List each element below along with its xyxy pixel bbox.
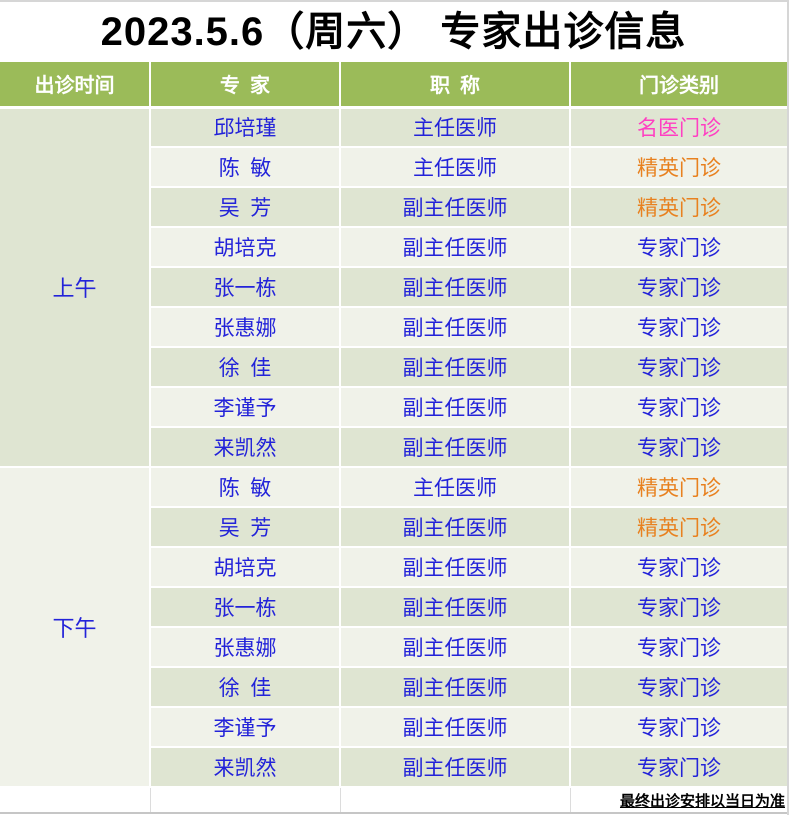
schedule-row: 上午 邱培瑾 主任医师 名医门诊: [0, 107, 787, 468]
doctor-name-cell: 胡培克: [150, 227, 341, 268]
time-cell: 上午: [0, 107, 151, 468]
job-title-cell: 主任医师: [340, 107, 571, 148]
category-cell: 专家门诊: [570, 267, 787, 308]
schedule-row: 胡培克 副主任医师 专家门诊: [0, 547, 787, 588]
footer-cell-empty: [0, 787, 151, 814]
job-title-cell: 副主任医师: [340, 227, 571, 268]
doctor-name-cell: 李谨予: [150, 387, 341, 428]
category-cell: 专家门诊: [570, 227, 787, 268]
footer-row: 最终出诊安排以当日为准: [0, 787, 787, 814]
job-title-cell: 副主任医师: [340, 547, 571, 588]
doctor-name-cell: 张一栋: [150, 587, 341, 628]
category-cell: 专家门诊: [570, 547, 787, 588]
category-cell: 精英门诊: [570, 147, 787, 188]
doctor-name-cell: 陈 敏: [150, 147, 341, 188]
page-title: 2023.5.6（周六） 专家出诊信息: [100, 10, 687, 54]
doctor-name-cell: 徐 佳: [150, 347, 341, 388]
job-title-cell: 副主任医师: [340, 187, 571, 228]
schedule-row: 来凯然 副主任医师 专家门诊: [0, 427, 787, 468]
category-cell: 专家门诊: [570, 627, 787, 668]
job-title-cell: 主任医师: [340, 147, 571, 188]
category-cell: 专家门诊: [570, 587, 787, 628]
schedule-row: 吴 芳副主任医师 精英门诊: [0, 507, 787, 548]
schedule-table: 出诊时间 专 家 职 称 门诊类别 上午 邱培瑾 主任医师 名医门诊陈 敏主任医师 精英…: [0, 62, 787, 814]
category-cell: 专家门诊: [570, 427, 787, 468]
footer-cell-empty: [340, 787, 571, 814]
footer-note: 最终出诊安排以当日为准: [570, 787, 787, 814]
footer-cell-empty: [150, 787, 341, 814]
job-title-cell: 副主任医师: [340, 627, 571, 668]
schedule-row: 张惠娜 副主任医师 专家门诊: [0, 307, 787, 348]
schedule-row: 来凯然 副主任医师 专家门诊: [0, 747, 787, 788]
doctor-name-cell: 胡培克: [150, 547, 341, 588]
job-title-cell: 副主任医师: [340, 507, 571, 548]
job-title-cell: 副主任医师: [340, 347, 571, 388]
job-title-cell: 副主任医师: [340, 707, 571, 748]
schedule-row: 陈 敏主任医师 精英门诊: [0, 147, 787, 188]
job-title-cell: 副主任医师: [340, 747, 571, 788]
doctor-name-cell: 张惠娜: [150, 627, 341, 668]
doctor-name-cell: 吴 芳: [150, 507, 341, 548]
doctor-name-cell: 来凯然: [150, 747, 341, 788]
job-title-cell: 副主任医师: [340, 267, 571, 308]
col-header-expert: 专 家: [150, 62, 341, 109]
job-title-cell: 副主任医师: [340, 667, 571, 708]
job-title-cell: 副主任医师: [340, 427, 571, 468]
doctor-name-cell: 张一栋: [150, 267, 341, 308]
job-title-cell: 副主任医师: [340, 387, 571, 428]
category-cell: 专家门诊: [570, 707, 787, 748]
category-cell: 精英门诊: [570, 187, 787, 228]
header-row: 出诊时间 专 家 职 称 门诊类别: [0, 62, 787, 109]
category-cell: 精英门诊: [570, 507, 787, 548]
schedule-row: 李谨予 副主任医师 专家门诊: [0, 387, 787, 428]
schedule-row: 张惠娜 副主任医师 专家门诊: [0, 627, 787, 668]
job-title-cell: 副主任医师: [340, 307, 571, 348]
category-cell: 专家门诊: [570, 387, 787, 428]
doctor-name-cell: 陈 敏: [150, 467, 341, 508]
doctor-name-cell: 吴 芳: [150, 187, 341, 228]
doctor-name-cell: 邱培瑾: [150, 107, 341, 148]
doctor-name-cell: 李谨予: [150, 707, 341, 748]
doctor-name-cell: 张惠娜: [150, 307, 341, 348]
category-cell: 专家门诊: [570, 347, 787, 388]
job-title-cell: 副主任医师: [340, 587, 571, 628]
schedule-row: 李谨予 副主任医师 专家门诊: [0, 707, 787, 748]
schedule-row: 张一栋 副主任医师 专家门诊: [0, 587, 787, 628]
schedule-row: 胡培克 副主任医师 专家门诊: [0, 227, 787, 268]
schedule-row: 吴 芳副主任医师 精英门诊: [0, 187, 787, 228]
schedule-row: 徐 佳副主任医师 专家门诊: [0, 347, 787, 388]
schedule-row: 下午陈 敏主任医师 精英门诊: [0, 467, 787, 788]
category-cell: 专家门诊: [570, 747, 787, 788]
job-title-cell: 主任医师: [340, 467, 571, 508]
doctor-name-cell: 徐 佳: [150, 667, 341, 708]
doctor-name-cell: 来凯然: [150, 427, 341, 468]
time-cell: 下午: [0, 467, 151, 788]
col-header-category: 门诊类别: [570, 62, 787, 109]
col-header-time: 出诊时间: [0, 62, 151, 109]
category-cell: 名医门诊: [570, 107, 787, 148]
col-header-job-title: 职 称: [340, 62, 571, 109]
category-cell: 专家门诊: [570, 667, 787, 708]
schedule-row: 张一栋 副主任医师 专家门诊: [0, 267, 787, 308]
category-cell: 专家门诊: [570, 307, 787, 348]
category-cell: 精英门诊: [570, 467, 787, 508]
schedule-row: 徐 佳副主任医师 专家门诊: [0, 667, 787, 708]
